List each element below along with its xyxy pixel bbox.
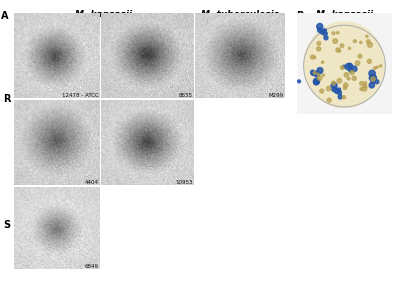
Circle shape bbox=[326, 86, 331, 91]
Circle shape bbox=[324, 36, 328, 40]
Circle shape bbox=[323, 29, 326, 32]
Text: M299: M299 bbox=[269, 93, 284, 98]
Circle shape bbox=[340, 44, 344, 47]
Circle shape bbox=[344, 83, 348, 87]
Circle shape bbox=[352, 76, 356, 80]
Circle shape bbox=[298, 80, 300, 83]
Circle shape bbox=[352, 66, 357, 72]
Circle shape bbox=[360, 41, 362, 43]
Circle shape bbox=[333, 39, 338, 43]
Text: B: B bbox=[296, 11, 303, 21]
Circle shape bbox=[354, 40, 356, 43]
Circle shape bbox=[336, 32, 339, 34]
Circle shape bbox=[332, 32, 335, 35]
Circle shape bbox=[349, 68, 353, 72]
Circle shape bbox=[317, 68, 323, 74]
Circle shape bbox=[371, 77, 375, 81]
Circle shape bbox=[363, 85, 367, 88]
Circle shape bbox=[375, 80, 379, 84]
Circle shape bbox=[366, 35, 368, 37]
Circle shape bbox=[348, 63, 352, 68]
Circle shape bbox=[310, 55, 314, 59]
Circle shape bbox=[311, 72, 315, 75]
Circle shape bbox=[338, 95, 342, 99]
Text: 12478 - ATCC: 12478 - ATCC bbox=[62, 93, 99, 98]
Circle shape bbox=[337, 88, 341, 91]
Circle shape bbox=[360, 82, 364, 85]
Circle shape bbox=[337, 78, 342, 83]
Circle shape bbox=[314, 78, 320, 84]
Text: A: A bbox=[1, 11, 8, 21]
Circle shape bbox=[317, 24, 323, 30]
Circle shape bbox=[338, 50, 341, 52]
Circle shape bbox=[313, 72, 316, 74]
Circle shape bbox=[320, 89, 324, 93]
Circle shape bbox=[332, 81, 336, 85]
Text: M. tuberculosis: M. tuberculosis bbox=[201, 10, 279, 19]
Circle shape bbox=[342, 65, 346, 68]
Circle shape bbox=[317, 41, 321, 45]
Circle shape bbox=[358, 54, 362, 58]
Circle shape bbox=[314, 80, 319, 85]
Text: 4404: 4404 bbox=[85, 180, 99, 185]
Text: S: S bbox=[4, 220, 10, 230]
Circle shape bbox=[332, 87, 336, 92]
Circle shape bbox=[369, 70, 375, 77]
Circle shape bbox=[337, 91, 342, 95]
Text: M. kansasii: M. kansasii bbox=[76, 10, 132, 19]
Text: 10953: 10953 bbox=[176, 180, 193, 185]
Circle shape bbox=[370, 76, 375, 80]
Circle shape bbox=[327, 98, 331, 102]
Circle shape bbox=[366, 40, 370, 43]
Circle shape bbox=[371, 79, 375, 83]
Circle shape bbox=[368, 42, 372, 47]
Circle shape bbox=[316, 47, 321, 51]
Circle shape bbox=[379, 65, 382, 67]
Circle shape bbox=[374, 67, 376, 69]
Circle shape bbox=[347, 77, 350, 80]
Circle shape bbox=[323, 32, 327, 36]
Circle shape bbox=[343, 86, 347, 89]
Text: 8835: 8835 bbox=[179, 93, 193, 98]
Circle shape bbox=[314, 71, 320, 77]
Circle shape bbox=[345, 63, 352, 70]
Circle shape bbox=[348, 47, 350, 49]
Circle shape bbox=[322, 74, 324, 76]
Circle shape bbox=[360, 88, 363, 90]
Circle shape bbox=[311, 70, 315, 74]
Circle shape bbox=[342, 96, 346, 99]
Circle shape bbox=[376, 66, 378, 68]
Circle shape bbox=[318, 76, 322, 80]
Circle shape bbox=[318, 28, 322, 32]
Circle shape bbox=[362, 86, 367, 91]
Circle shape bbox=[317, 73, 319, 75]
Text: M. kansasii: M. kansasii bbox=[316, 10, 374, 19]
Circle shape bbox=[336, 48, 340, 52]
Circle shape bbox=[369, 75, 376, 81]
Circle shape bbox=[369, 83, 374, 88]
Circle shape bbox=[340, 66, 344, 69]
Circle shape bbox=[320, 30, 324, 34]
Circle shape bbox=[370, 75, 376, 81]
Text: R: R bbox=[3, 94, 11, 104]
Circle shape bbox=[364, 82, 366, 85]
Circle shape bbox=[367, 59, 371, 63]
Circle shape bbox=[350, 70, 354, 75]
Text: 6849: 6849 bbox=[85, 264, 99, 269]
Circle shape bbox=[322, 61, 324, 63]
Circle shape bbox=[313, 56, 316, 59]
Circle shape bbox=[344, 73, 348, 77]
Circle shape bbox=[355, 61, 360, 65]
Circle shape bbox=[331, 83, 337, 89]
Circle shape bbox=[335, 89, 339, 93]
